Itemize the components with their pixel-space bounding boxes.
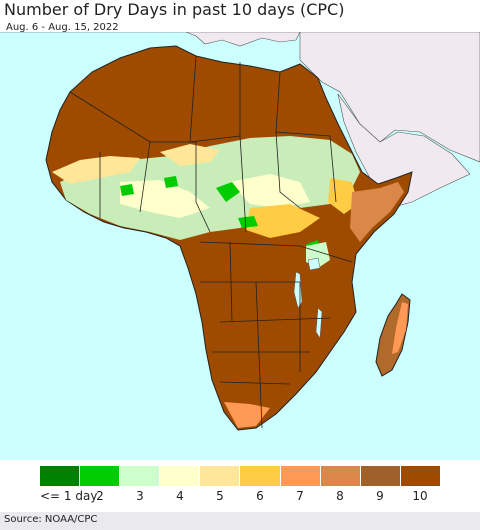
source-credit: Source: NOAA/CPC: [4, 514, 98, 525]
legend-swatch: [280, 466, 321, 486]
legend-swatch: [320, 466, 361, 486]
legend-label: 8: [336, 489, 344, 503]
africa-dry-days-map: [0, 32, 480, 460]
europe-landmass: [0, 32, 301, 47]
legend-swatch: [400, 466, 440, 486]
legend-swatch: [360, 466, 401, 486]
legend-swatch: [160, 466, 201, 486]
legend-swatch: [120, 466, 161, 486]
footer-bar: Source: NOAA/CPC: [0, 512, 480, 530]
legend-label: 5: [216, 489, 224, 503]
legend-labels: <= 1 day 2 3 4 5 6 7 8 9 10: [40, 489, 440, 505]
legend-swatch: [80, 466, 121, 486]
map-title: Number of Dry Days in past 10 days (CPC): [4, 0, 345, 19]
color-legend: [40, 466, 440, 486]
legend-label: 7: [296, 489, 304, 503]
legend-swatch: [240, 466, 281, 486]
legend-swatch: [200, 466, 241, 486]
green-rain-patches: [120, 176, 320, 254]
sahel-orange-patches: [246, 178, 358, 238]
legend-label: <= 1 day: [40, 489, 98, 503]
legend-label: 6: [256, 489, 264, 503]
legend-swatch: [40, 466, 81, 486]
southern-africa-orange: [224, 402, 270, 428]
country-borders: [69, 55, 353, 429]
west-africa-orange-band: [52, 144, 220, 184]
lake-victoria: [307, 257, 321, 271]
horn-of-africa-orange: [350, 182, 404, 242]
legend-label: 10: [412, 489, 428, 503]
date-range: Aug. 6 - Aug. 15, 2022: [6, 22, 119, 33]
lake-malawi: [315, 307, 323, 339]
legend-label: 2: [96, 489, 104, 503]
legend-label: 3: [136, 489, 144, 503]
madagascar-east-coast: [392, 302, 408, 354]
legend-label: 9: [376, 489, 384, 503]
legend-label: 4: [176, 489, 184, 503]
